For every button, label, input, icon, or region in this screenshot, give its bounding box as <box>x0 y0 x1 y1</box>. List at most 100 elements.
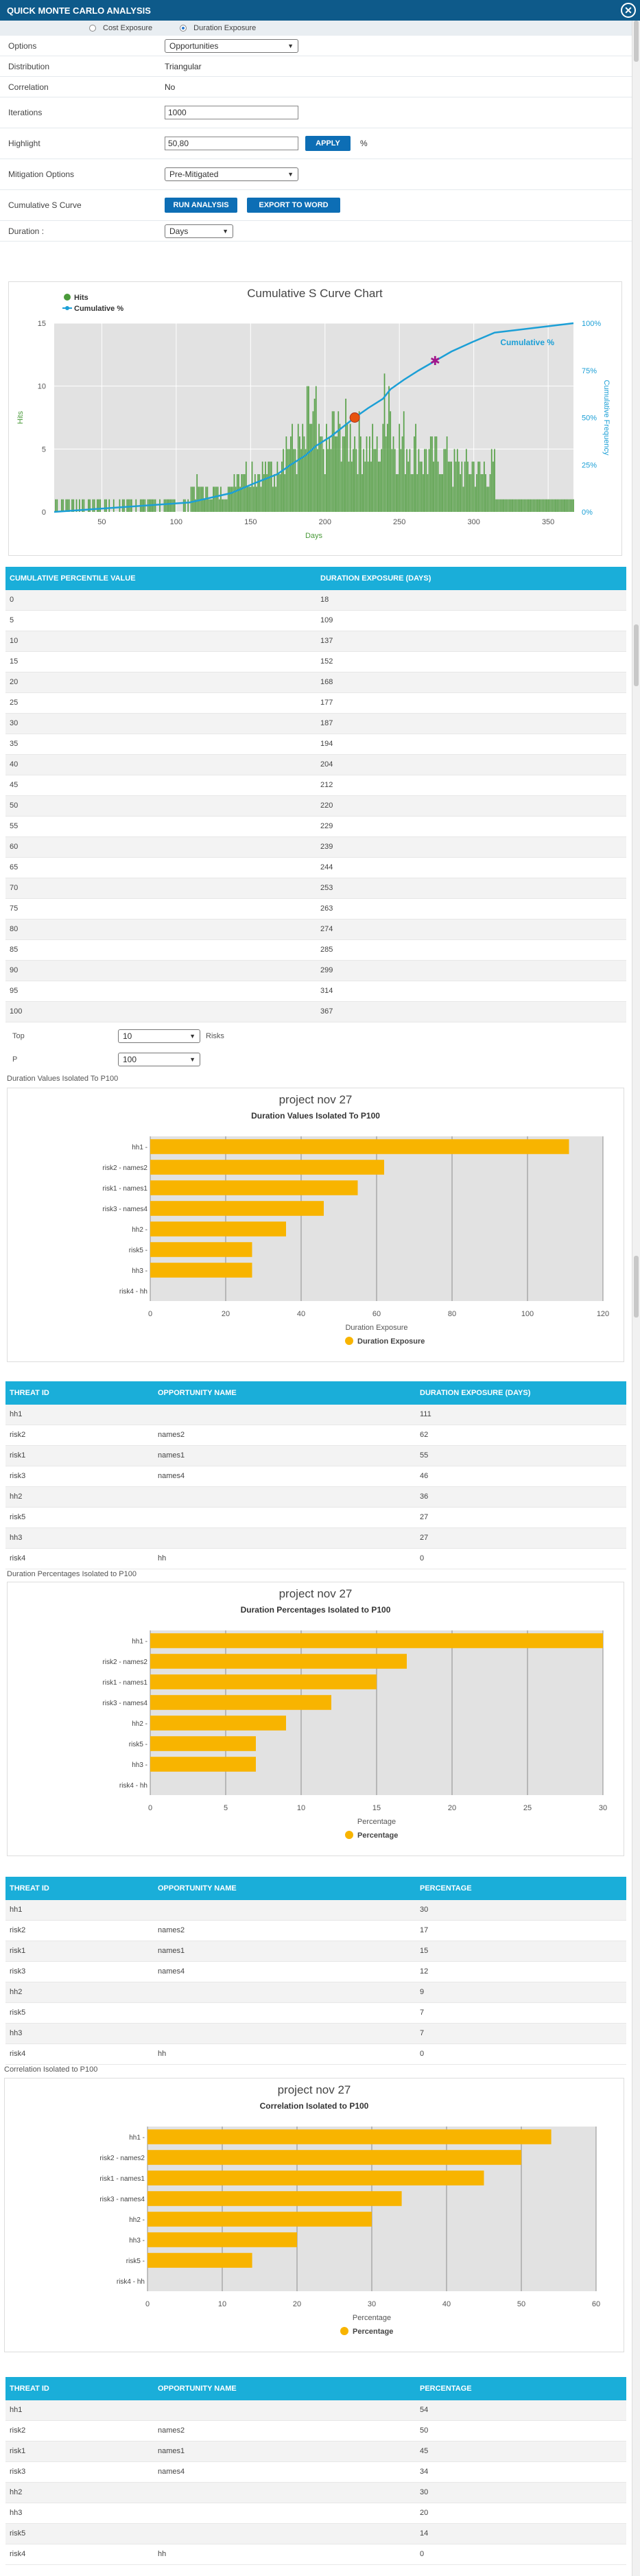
bar <box>150 1757 256 1772</box>
x-tick-label: 50 <box>517 2300 525 2308</box>
table-cell: 20 <box>10 678 19 686</box>
table-cell: 15 <box>420 1947 429 1955</box>
cost-exposure-radio[interactable]: Cost Exposure <box>89 24 152 32</box>
table-row: 45 212 <box>5 775 626 796</box>
hits-bar <box>165 499 167 512</box>
hits-bar <box>508 499 510 512</box>
hits-bar <box>222 499 223 512</box>
table-row: hh3 27 <box>5 1528 626 1549</box>
duration-select[interactable]: Days ▼ <box>165 224 233 238</box>
category-label: hh1 - <box>132 1638 147 1646</box>
table-cell: 0 <box>420 1554 425 1562</box>
mitigation-select[interactable]: Pre-Mitigated ▼ <box>165 167 298 181</box>
top-select[interactable]: 10 ▼ <box>118 1029 200 1043</box>
y2-tick-label: 75% <box>582 367 597 375</box>
table-cell: 18 <box>320 596 329 604</box>
table-cell: 100 <box>10 1007 23 1016</box>
close-icon[interactable]: ✕ <box>621 3 636 18</box>
chevron-down-icon: ▼ <box>287 42 294 49</box>
scrollbar[interactable] <box>632 21 640 2576</box>
x-tick-label: 20 <box>222 1310 230 1318</box>
table-cell: hh1 <box>10 2406 23 2414</box>
hits-bar <box>97 499 98 512</box>
hits-bar <box>461 461 463 512</box>
table-cell: 204 <box>320 760 333 769</box>
table-row: risk2 names2 62 <box>5 1425 626 1446</box>
table-cell: names1 <box>158 1947 185 1955</box>
hits-bar <box>564 499 565 512</box>
export-to-word-button[interactable]: EXPORT TO WORD <box>247 198 340 213</box>
hits-bar <box>514 499 517 512</box>
hits-bar <box>366 436 368 512</box>
table-row: risk5 7 <box>5 2003 626 2024</box>
hits-bar <box>473 461 475 512</box>
hits-bar <box>535 499 537 512</box>
hits-bar <box>112 499 115 512</box>
column-header: DURATION EXPOSURE (DAYS) <box>320 574 431 583</box>
hits-bar <box>391 449 393 512</box>
duration-percentages-chart: project nov 27 Duration Percentages Isola… <box>102 1587 607 1840</box>
hits-bar <box>452 487 454 512</box>
table-row: 25 177 <box>5 693 626 714</box>
table-cell: 30 <box>10 719 19 727</box>
hits-bar <box>242 474 244 512</box>
table-cell: risk5 <box>10 1513 26 1521</box>
hits-bar <box>449 461 451 512</box>
hits-bar <box>185 499 186 512</box>
run-analysis-button[interactable]: RUN ANALYSIS <box>165 198 237 213</box>
hits-bar <box>460 474 462 512</box>
correlation-value: No <box>165 82 176 92</box>
hits-bar <box>247 487 248 512</box>
duration-exposure-radio[interactable]: Duration Exposure <box>180 24 256 32</box>
table-row: 100 367 <box>5 1002 626 1022</box>
hits-bar <box>445 449 447 512</box>
options-select[interactable]: Opportunities ▼ <box>165 38 298 53</box>
highlight-input[interactable]: 50,80 <box>165 137 298 150</box>
table-cell: 285 <box>320 946 333 954</box>
table-row: risk1 names1 45 <box>5 2442 626 2462</box>
duration-percentages-chart-panel: project nov 27 Duration Percentages Isola… <box>7 1582 624 1856</box>
hits-bar <box>425 449 427 512</box>
hits-bar <box>233 474 235 512</box>
table-row: risk1 names1 15 <box>5 1941 626 1962</box>
table-row: hh2 9 <box>5 1982 626 2003</box>
bar <box>147 2191 402 2206</box>
bar <box>150 1221 286 1237</box>
table-cell: 137 <box>320 637 333 645</box>
duration-label: Duration : <box>8 226 45 236</box>
scroll-thumb[interactable] <box>634 624 639 686</box>
table-cell: risk4 <box>10 1554 26 1562</box>
hits-bar <box>506 499 508 512</box>
table-row: 20 168 <box>5 672 626 693</box>
hits-bar <box>315 386 317 512</box>
hits-bar <box>174 499 176 512</box>
hits-bar <box>555 499 556 512</box>
iterations-input[interactable]: 1000 <box>165 106 298 119</box>
scroll-thumb[interactable] <box>634 21 639 62</box>
scroll-thumb[interactable] <box>634 1256 639 1318</box>
hits-bar <box>232 487 234 512</box>
p-select[interactable]: 100 ▼ <box>118 1053 200 1066</box>
section-label: Duration Values Isolated To P100 <box>7 1075 119 1083</box>
hits-bar <box>427 474 429 512</box>
correlation-chart-panel: project nov 27 Correlation Isolated to P1… <box>4 2078 624 2352</box>
hits-bar <box>171 499 173 512</box>
table-cell: 55 <box>420 1451 429 1460</box>
hits-bar <box>399 423 401 512</box>
bar <box>150 1180 358 1195</box>
hits-bar <box>497 499 499 512</box>
hits-bar <box>206 487 209 512</box>
hits-bar <box>381 449 383 512</box>
x-tick-label: 20 <box>293 2300 301 2308</box>
hits-bar <box>322 449 324 512</box>
chart-heading: project nov 27 <box>279 1587 353 1600</box>
apply-button[interactable]: APPLY <box>305 136 351 151</box>
hits-bar <box>333 411 335 512</box>
hits-bar <box>266 474 268 512</box>
table-cell: 50 <box>10 801 19 810</box>
legend-swatch <box>340 2327 348 2335</box>
table-header: THREAT ID OPPORTUNITY NAME PERCENTAGE <box>5 2377 626 2400</box>
exposure-radio-group: Cost Exposure Duration Exposure <box>0 21 632 36</box>
bar <box>147 2150 521 2165</box>
x-axis-label: Duration Exposure <box>345 1324 407 1332</box>
